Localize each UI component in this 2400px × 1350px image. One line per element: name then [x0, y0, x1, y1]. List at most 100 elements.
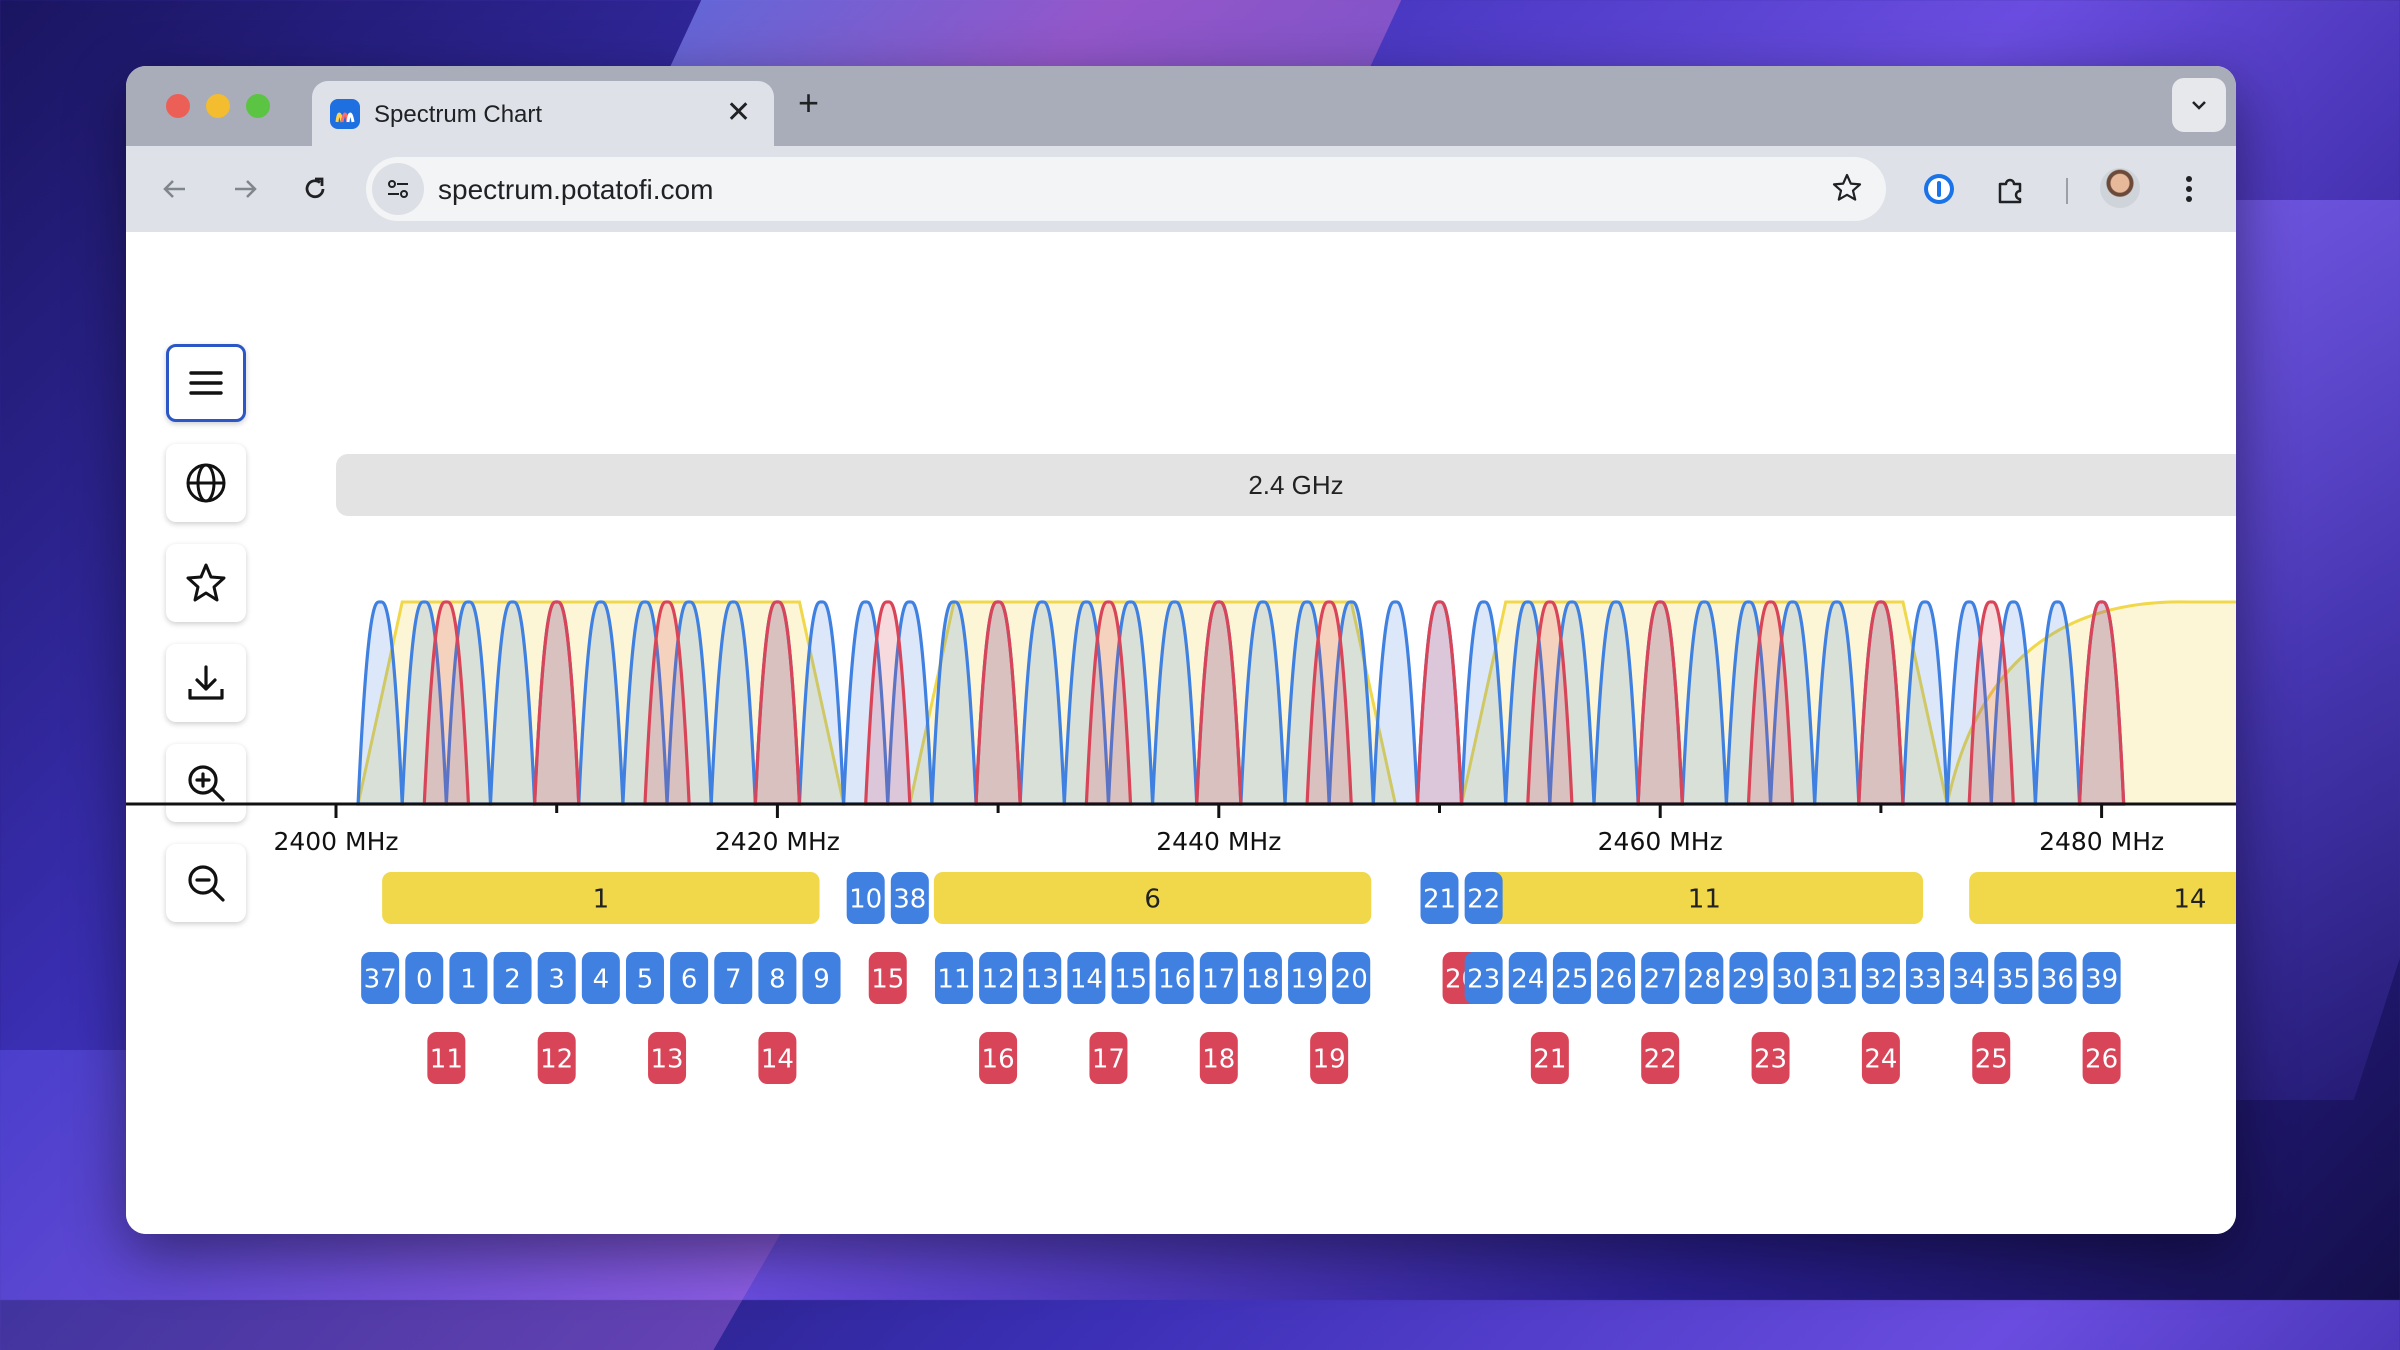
ble-channel-19[interactable]: 19	[1288, 952, 1327, 1004]
ble-channel-29[interactable]: 29	[1729, 952, 1768, 1004]
ble-channel-2[interactable]: 2	[493, 952, 532, 1004]
axis-tick-label: 2420 MHz	[715, 827, 840, 856]
ble-channel-17[interactable]: 17	[1199, 952, 1238, 1004]
ble-channel-37[interactable]: 37	[361, 952, 400, 1004]
zigbee-channel-15-label: 15	[871, 964, 904, 994]
ble-channel-28[interactable]: 28	[1685, 952, 1724, 1004]
ble-channel-6[interactable]: 6	[670, 952, 709, 1004]
ble-channel-curve	[1813, 600, 1861, 806]
ble-channel-14-bg	[1067, 952, 1106, 1004]
ble-channel-35[interactable]: 35	[1994, 952, 2033, 1004]
zoom-out-button[interactable]	[166, 844, 246, 922]
region-button[interactable]	[166, 444, 246, 522]
ble-channel-curve	[1371, 600, 1420, 806]
ble-channel-28-label: 28	[1688, 964, 1721, 994]
site-info-button[interactable]	[372, 163, 424, 215]
ble-channel-34[interactable]: 34	[1950, 952, 1989, 1004]
ble-channel-21[interactable]: 21	[1420, 872, 1459, 924]
download-button[interactable]	[166, 644, 246, 722]
back-button[interactable]	[152, 166, 198, 212]
zigbee-channel-curve	[1084, 600, 1133, 806]
ble-channel-3[interactable]: 3	[537, 952, 576, 1004]
password-manager-extension[interactable]	[1916, 166, 1962, 212]
ble-channel-10[interactable]: 10	[846, 872, 885, 924]
ble-channel-1[interactable]: 1	[449, 952, 488, 1004]
ble-channel-4[interactable]: 4	[581, 952, 620, 1004]
zigbee-channel-14[interactable]: 14	[758, 1032, 797, 1084]
zigbee-channel-12[interactable]: 12	[537, 1032, 576, 1084]
close-window-button[interactable]	[166, 94, 190, 118]
tab-spectrum-chart[interactable]: Spectrum Chart ✕	[312, 81, 774, 146]
ble-channel-0[interactable]: 0	[405, 952, 444, 1004]
ble-channel-25[interactable]: 25	[1552, 952, 1591, 1004]
forward-button[interactable]	[222, 166, 268, 212]
extensions-button[interactable]	[1988, 166, 2034, 212]
ble-channel-20[interactable]: 20	[1332, 952, 1371, 1004]
tab-search-button[interactable]	[2172, 78, 2226, 132]
menu-button[interactable]	[166, 344, 246, 422]
ble-channel-22[interactable]: 22	[1464, 872, 1503, 924]
reload-button[interactable]	[292, 166, 338, 212]
zigbee-channel-curve	[1415, 600, 1464, 806]
ble-channel-19-label: 19	[1291, 964, 1324, 994]
ble-channel-15[interactable]: 15	[1111, 952, 1150, 1004]
ble-channel-7-label: 7	[725, 964, 742, 994]
zigbee-channel-18[interactable]: 18	[1199, 1032, 1238, 1084]
ble-channel-19-bg	[1288, 952, 1327, 1004]
zigbee-channel-16[interactable]: 16	[979, 1032, 1018, 1084]
zigbee-channel-13[interactable]: 13	[648, 1032, 687, 1084]
wifi-channel-1[interactable]: 1	[382, 872, 820, 924]
ble-channel-curve	[1459, 600, 1508, 806]
zigbee-channel-curve	[422, 600, 471, 806]
maximize-window-button[interactable]	[246, 94, 270, 118]
ble-channel-12[interactable]: 12	[979, 952, 1018, 1004]
zigbee-channel-24[interactable]: 24	[1861, 1032, 1900, 1084]
ble-channel-33-bg	[1906, 952, 1945, 1004]
ble-channel-13-bg	[1023, 952, 1062, 1004]
zigbee-channel-26[interactable]: 26	[2082, 1032, 2121, 1084]
zigbee-channel-22[interactable]: 22	[1641, 1032, 1680, 1084]
browser-menu-button[interactable]	[2166, 166, 2212, 212]
favorites-button[interactable]	[166, 544, 246, 622]
ble-channel-33[interactable]: 33	[1906, 952, 1945, 1004]
ble-channel-39[interactable]: 39	[2082, 952, 2121, 1004]
ble-channel-18[interactable]: 18	[1243, 952, 1282, 1004]
wifi-channel-14[interactable]: 14	[1969, 872, 2236, 924]
ble-channel-13[interactable]: 13	[1023, 952, 1062, 1004]
new-tab-button[interactable]: +	[798, 82, 820, 123]
ble-channel-38-bg	[890, 872, 929, 924]
ble-channel-14[interactable]: 14	[1067, 952, 1106, 1004]
zigbee-channel-25[interactable]: 25	[1972, 1032, 2011, 1084]
ble-channel-23[interactable]: 23	[1464, 952, 1503, 1004]
ble-channel-30[interactable]: 30	[1773, 952, 1812, 1004]
ble-channel-36[interactable]: 36	[2038, 952, 2077, 1004]
ble-channel-11[interactable]: 11	[934, 952, 973, 1004]
zigbee-channel-21[interactable]: 21	[1530, 1032, 1569, 1084]
zigbee-channel-19[interactable]: 19	[1310, 1032, 1349, 1084]
zigbee-channel-17[interactable]: 17	[1089, 1032, 1128, 1084]
profile-avatar[interactable]	[2100, 168, 2140, 208]
close-tab-icon[interactable]: ✕	[726, 96, 752, 129]
address-bar[interactable]: spectrum.potatofi.com	[366, 157, 1886, 221]
ble-channel-38[interactable]: 38	[890, 872, 929, 924]
zigbee-channel-11[interactable]: 11	[427, 1032, 466, 1084]
ble-channel-9[interactable]: 9	[802, 952, 841, 1004]
zoom-in-button[interactable]	[166, 744, 246, 822]
ble-channel-27[interactable]: 27	[1641, 952, 1680, 1004]
bookmark-button[interactable]	[1830, 171, 1864, 210]
ble-channel-26[interactable]: 26	[1597, 952, 1636, 1004]
zigbee-channel-15[interactable]: 15	[868, 952, 907, 1004]
ble-channel-32[interactable]: 32	[1861, 952, 1900, 1004]
ble-channel-16[interactable]: 16	[1155, 952, 1194, 1004]
ble-channel-5[interactable]: 5	[625, 952, 664, 1004]
wifi-channel-11[interactable]: 11	[1485, 872, 1924, 924]
ble-channel-curve	[1018, 600, 1066, 806]
ble-channel-31[interactable]: 31	[1817, 952, 1856, 1004]
ble-channel-8[interactable]: 8	[758, 952, 797, 1004]
ble-channel-1-label: 1	[460, 964, 477, 994]
wifi-channel-6[interactable]: 6	[933, 872, 1372, 924]
ble-channel-7[interactable]: 7	[714, 952, 753, 1004]
zigbee-channel-23[interactable]: 23	[1751, 1032, 1790, 1084]
minimize-window-button[interactable]	[206, 94, 230, 118]
ble-channel-24[interactable]: 24	[1508, 952, 1547, 1004]
